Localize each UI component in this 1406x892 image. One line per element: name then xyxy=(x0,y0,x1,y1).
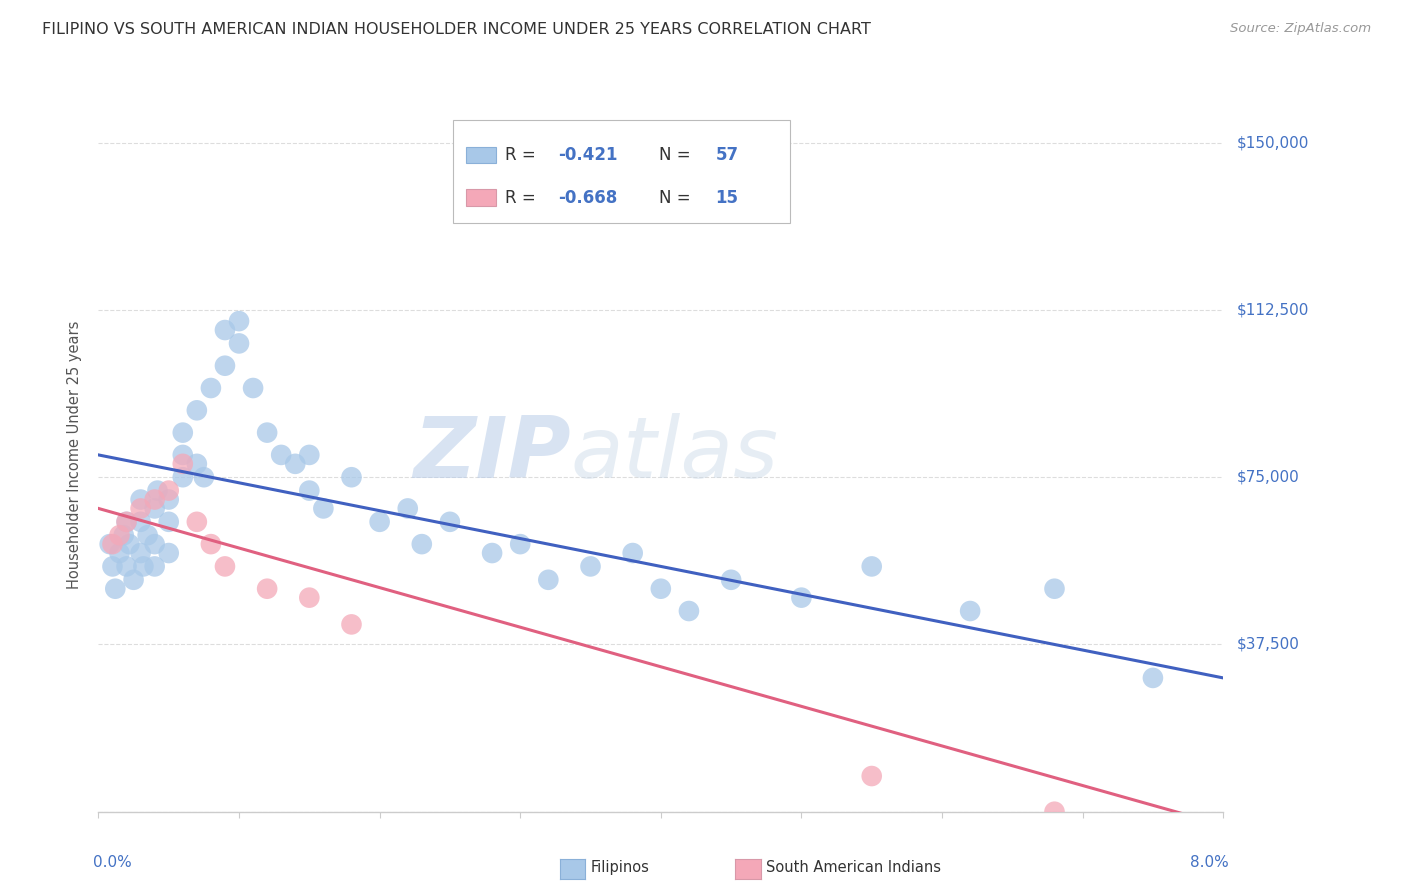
Point xyxy=(122,573,145,587)
Text: atlas: atlas xyxy=(571,413,779,497)
Text: R =: R = xyxy=(505,145,541,164)
Point xyxy=(172,425,194,440)
Point xyxy=(108,546,131,560)
Text: South American Indians: South American Indians xyxy=(766,861,941,875)
Y-axis label: Householder Income Under 25 years: Householder Income Under 25 years xyxy=(67,321,83,589)
Point xyxy=(129,501,152,516)
Point xyxy=(115,515,138,529)
Point xyxy=(256,582,278,596)
Point xyxy=(860,559,883,574)
Point xyxy=(143,537,166,551)
Point xyxy=(340,617,363,632)
Point xyxy=(228,314,250,328)
Point xyxy=(228,336,250,351)
Text: $150,000: $150,000 xyxy=(1237,136,1309,150)
Point xyxy=(129,546,152,560)
Point xyxy=(129,515,152,529)
Point xyxy=(136,528,159,542)
Text: FILIPINO VS SOUTH AMERICAN INDIAN HOUSEHOLDER INCOME UNDER 25 YEARS CORRELATION : FILIPINO VS SOUTH AMERICAN INDIAN HOUSEH… xyxy=(42,22,872,37)
Text: N =: N = xyxy=(659,188,696,207)
Point xyxy=(143,559,166,574)
Point xyxy=(172,470,194,484)
FancyBboxPatch shape xyxy=(467,189,496,206)
Point xyxy=(118,537,141,551)
Point xyxy=(200,381,222,395)
Point xyxy=(720,573,742,587)
Text: 57: 57 xyxy=(716,145,738,164)
Point xyxy=(115,515,138,529)
Point xyxy=(481,546,503,560)
Text: N =: N = xyxy=(659,145,696,164)
Point xyxy=(368,515,391,529)
Point xyxy=(200,537,222,551)
Text: 0.0%: 0.0% xyxy=(93,855,132,870)
Point xyxy=(959,604,981,618)
Text: $37,500: $37,500 xyxy=(1237,637,1301,652)
Point xyxy=(790,591,813,605)
Text: -0.668: -0.668 xyxy=(558,188,617,207)
Point xyxy=(186,457,208,471)
Text: Source: ZipAtlas.com: Source: ZipAtlas.com xyxy=(1230,22,1371,36)
Point xyxy=(256,425,278,440)
Point xyxy=(650,582,672,596)
Point xyxy=(621,546,644,560)
Point xyxy=(284,457,307,471)
Point xyxy=(157,546,180,560)
Text: 15: 15 xyxy=(716,188,738,207)
Point xyxy=(537,573,560,587)
Point xyxy=(678,604,700,618)
Point xyxy=(193,470,215,484)
Point xyxy=(157,483,180,498)
Point xyxy=(298,591,321,605)
Point xyxy=(143,501,166,516)
Point xyxy=(214,323,236,337)
Point xyxy=(298,448,321,462)
Point xyxy=(298,483,321,498)
Point xyxy=(146,483,169,498)
Text: $112,500: $112,500 xyxy=(1237,302,1309,318)
Point xyxy=(340,470,363,484)
Point xyxy=(172,457,194,471)
Point xyxy=(312,501,335,516)
Point xyxy=(98,537,121,551)
Point xyxy=(439,515,461,529)
Point xyxy=(214,559,236,574)
Point xyxy=(157,515,180,529)
Text: R =: R = xyxy=(505,188,541,207)
Point xyxy=(270,448,292,462)
Text: Filipinos: Filipinos xyxy=(591,861,650,875)
Point xyxy=(186,515,208,529)
Text: -0.421: -0.421 xyxy=(558,145,617,164)
Text: 8.0%: 8.0% xyxy=(1189,855,1229,870)
Point xyxy=(509,537,531,551)
Point xyxy=(129,492,152,507)
Text: ZIP: ZIP xyxy=(413,413,571,497)
Point xyxy=(132,559,155,574)
Point xyxy=(579,559,602,574)
Point xyxy=(112,528,135,542)
Point xyxy=(115,559,138,574)
Text: $75,000: $75,000 xyxy=(1237,470,1301,484)
Point xyxy=(101,537,124,551)
Point xyxy=(157,492,180,507)
Point xyxy=(104,582,127,596)
FancyBboxPatch shape xyxy=(467,146,496,163)
Point xyxy=(186,403,208,417)
Point xyxy=(1043,805,1066,819)
Point xyxy=(172,448,194,462)
Point xyxy=(143,492,166,507)
Point xyxy=(1043,582,1066,596)
Point xyxy=(1142,671,1164,685)
Point xyxy=(396,501,419,516)
Point xyxy=(108,528,131,542)
Point xyxy=(411,537,433,551)
Point xyxy=(242,381,264,395)
Point xyxy=(214,359,236,373)
FancyBboxPatch shape xyxy=(453,120,790,223)
Point xyxy=(101,559,124,574)
Point xyxy=(860,769,883,783)
